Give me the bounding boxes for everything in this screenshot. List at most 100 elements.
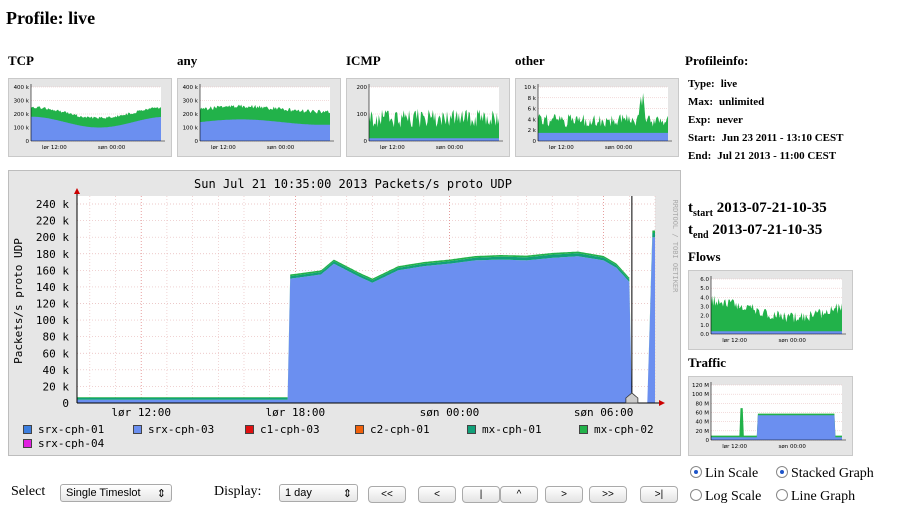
mini-series-area	[369, 138, 499, 141]
y-tick-label: 40 M	[696, 420, 710, 426]
stacked-graph-radio[interactable]: Stacked Graph	[776, 466, 874, 482]
lin-scale-radio[interactable]: Lin Scale	[690, 466, 758, 482]
y-tick-label: 200 k	[14, 112, 30, 118]
y-tick-label: 120 k	[36, 298, 69, 311]
x-tick-label: lør 12:00	[549, 145, 574, 151]
thumb-graph-any[interactable]: 400 k 300 k 200 k 100 k 0 lør 12:00 søn 00:00	[177, 78, 341, 157]
nav-end-button[interactable]: >|	[640, 486, 678, 503]
log-scale-radio[interactable]: Log Scale	[690, 489, 761, 505]
chart-title: Sun Jul 21 10:35:00 2013 Packets/s proto…	[194, 177, 512, 191]
y-tick-label: 100 k	[183, 126, 199, 132]
legend-item: mx-cph-02	[579, 423, 654, 436]
y-tick-label: 0	[62, 397, 69, 410]
thumb-graph-icmp[interactable]: 200 100 0 lør 12:00 søn 00:00	[346, 78, 510, 157]
display-label: Display:	[214, 484, 262, 499]
thumb-label-other: other	[515, 53, 545, 68]
legend-swatch	[23, 425, 32, 434]
select-dropdown[interactable]: Single Timeslot ⇕	[60, 484, 172, 502]
y-tick-label: 40 k	[43, 364, 70, 377]
y-tick-label: 60 M	[696, 411, 710, 417]
radio-selected-icon[interactable]	[690, 466, 702, 478]
y-tick-label: 5.0	[700, 286, 709, 292]
display-dropdown[interactable]: 1 day ⇕	[279, 484, 358, 502]
flows-graph[interactable]: 6.0 5.0 4.0 3.0 2.0 1.0 0.0 lør 12:00 søn 00:00	[688, 270, 853, 350]
series-areas	[77, 230, 655, 403]
y-tick-label: 300 k	[14, 99, 30, 105]
x-tick-label: lør 12:00	[42, 145, 67, 151]
select-arrows-icon: ⇕	[342, 487, 352, 500]
thumb-label-icmp: ICMP	[346, 53, 381, 68]
rrdtool-watermark: RRDTOOL / TOBI OETIKER	[671, 200, 679, 294]
time-slider-handle-icon	[625, 392, 639, 404]
nav-prev-button[interactable]: <	[418, 486, 456, 503]
y-tick-label: 140 k	[36, 281, 69, 294]
thumb-graph-tcp[interactable]: 400 k 300 k 200 k 100 k 0 lør 12:00 søn 00:00	[8, 78, 172, 157]
y-tick-label: 4.0	[700, 295, 709, 301]
nav-center-button[interactable]: |	[462, 486, 500, 503]
y-tick-label: 80 M	[696, 401, 710, 407]
legend-swatch	[245, 425, 254, 434]
x-tick-label: lør 12:00	[111, 406, 171, 419]
y-tick-label: 10 k	[524, 85, 537, 91]
thumb-label-tcp: TCP	[8, 53, 34, 68]
y-tick-label: 60 k	[43, 347, 70, 360]
radio-selected-icon[interactable]	[776, 466, 788, 478]
y-tick-label: 20 k	[43, 380, 70, 393]
y-tick-label: 0	[533, 139, 537, 145]
mini-series-area	[711, 331, 842, 334]
legend-swatch	[355, 425, 364, 434]
traffic-label: Traffic	[688, 355, 727, 370]
axes	[74, 188, 665, 406]
y-tick-label: 4 k	[528, 117, 537, 123]
mini-series-area	[538, 93, 668, 141]
main-graph[interactable]: Sun Jul 21 10:35:00 2013 Packets/s proto…	[8, 170, 681, 456]
legend-item: c1-cph-03	[245, 423, 320, 436]
mini-series-area	[31, 116, 161, 141]
x-tick-label: søn 00:00	[98, 145, 126, 151]
tstart-line: tstart 2013-07-21-10-35	[688, 200, 827, 219]
y-tick-label: 20 M	[696, 429, 710, 435]
thumb-label-any: any	[177, 53, 198, 68]
x-tick-label: søn 06:00	[574, 406, 634, 419]
profileinfo-exp: Exp: never	[688, 114, 743, 126]
mini-series-area	[711, 295, 842, 334]
line-graph-radio[interactable]: Line Graph	[776, 489, 855, 505]
profileinfo-max: Max: unlimited	[688, 96, 765, 108]
legend-item: mx-cph-01	[467, 423, 542, 436]
mini-series-area	[711, 415, 842, 440]
legend-item: c2-cph-01	[355, 423, 430, 436]
mini-series-area	[369, 108, 499, 141]
nav-last-button[interactable]: >>	[589, 486, 627, 503]
nav-up-button[interactable]: ^	[500, 486, 538, 503]
y-tick-label: 1.0	[700, 323, 709, 329]
y-tick-label: 220 k	[36, 215, 69, 228]
y-tick-label: 240 k	[36, 198, 69, 211]
legend-swatch	[579, 425, 588, 434]
tend-value: 2013-07-21-10-35	[712, 222, 823, 238]
y-tick-label: 100 M	[692, 392, 709, 398]
legend-item: srx-cph-03	[133, 423, 214, 436]
page-title: Profile: live	[6, 8, 96, 28]
thumb-graph-other[interactable]: 10 k 8 k 6 k 4 k 2 k 0 lør 12:00 søn 00:00	[515, 78, 679, 157]
radio-empty-icon[interactable]	[776, 489, 788, 501]
traffic-graph[interactable]: 120 M 100 M 80 M 60 M 40 M 20 M 0 lør 12:00 søn …	[688, 376, 853, 456]
y-tick-label: 0	[195, 139, 199, 145]
nav-next-button[interactable]: >	[545, 486, 583, 503]
y-axis-arrow-icon	[74, 188, 80, 194]
x-axis-arrow-icon	[659, 400, 665, 406]
select-label: Select	[11, 484, 46, 499]
mini-series-area	[200, 119, 330, 141]
radio-empty-icon[interactable]	[690, 489, 702, 501]
profileinfo-end: End: Jul 21 2013 - 11:00 CEST	[688, 150, 837, 162]
select-arrows-icon: ⇕	[156, 487, 166, 500]
y-tick-label: 2 k	[528, 128, 537, 134]
x-tick-label: lør 12:00	[722, 444, 747, 450]
y-tick-label: 100 k	[14, 126, 30, 132]
tend-line: tend 2013-07-21-10-35	[688, 222, 823, 241]
nav-first-button[interactable]: <<	[368, 486, 406, 503]
x-tick-label: søn 00:00	[779, 338, 807, 344]
y-tick-label: 3.0	[700, 305, 709, 311]
y-tick-label: 200	[357, 85, 368, 91]
main-graph-canvas[interactable]: Sun Jul 21 10:35:00 2013 Packets/s proto…	[9, 171, 680, 455]
legend-item: srx-cph-01	[23, 423, 104, 436]
